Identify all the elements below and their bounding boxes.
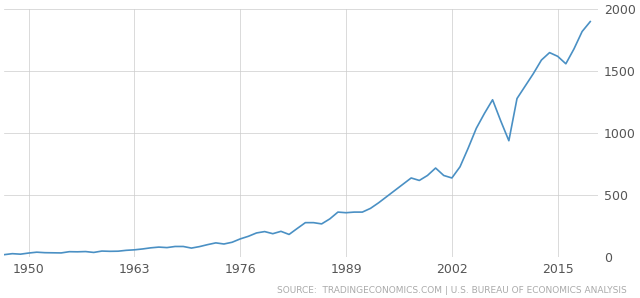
Text: SOURCE:  TRADINGECONOMICS.COM | U.S. BUREAU OF ECONOMICS ANALYSIS: SOURCE: TRADINGECONOMICS.COM | U.S. BURE…	[278, 286, 627, 295]
